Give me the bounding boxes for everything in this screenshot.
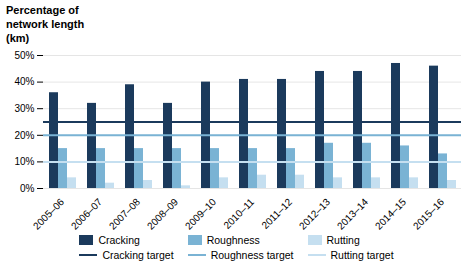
svg-text:0%: 0% bbox=[20, 183, 35, 194]
svg-text:50%: 50% bbox=[14, 50, 34, 61]
svg-text:2014–15: 2014–15 bbox=[373, 196, 409, 232]
svg-text:2008–09: 2008–09 bbox=[145, 196, 181, 232]
svg-text:2013–14: 2013–14 bbox=[335, 196, 371, 232]
svg-text:10%: 10% bbox=[14, 156, 34, 167]
svg-text:2015–16: 2015–16 bbox=[411, 196, 447, 232]
svg-text:40%: 40% bbox=[14, 77, 34, 88]
svg-text:2005–06: 2005–06 bbox=[31, 196, 67, 232]
svg-text:2006–07: 2006–07 bbox=[69, 196, 105, 232]
html-text:Cracking target: Cracking target bbox=[102, 249, 174, 262]
svg-text:2009–10: 2009–10 bbox=[183, 196, 219, 232]
svg-text:2010–11: 2010–11 bbox=[221, 196, 256, 231]
svg-text:20%: 20% bbox=[14, 130, 34, 141]
svg-text:30%: 30% bbox=[14, 103, 34, 114]
html-text:Roughness target: Roughness target bbox=[210, 249, 294, 262]
svg-text:2011–12: 2011–12 bbox=[259, 196, 294, 231]
svg-text:2012–13: 2012–13 bbox=[297, 196, 333, 232]
svg-text:2007–08: 2007–08 bbox=[107, 196, 143, 232]
html-text:Rutting: Rutting bbox=[326, 234, 360, 247]
html-text:Roughness: Roughness bbox=[206, 234, 260, 247]
html-text:Rutting target: Rutting target bbox=[330, 249, 394, 262]
html-text:Cracking: Cracking bbox=[98, 234, 140, 247]
html-text:Percentage of network length (: Percentage of network length (km) bbox=[6, 4, 85, 44]
